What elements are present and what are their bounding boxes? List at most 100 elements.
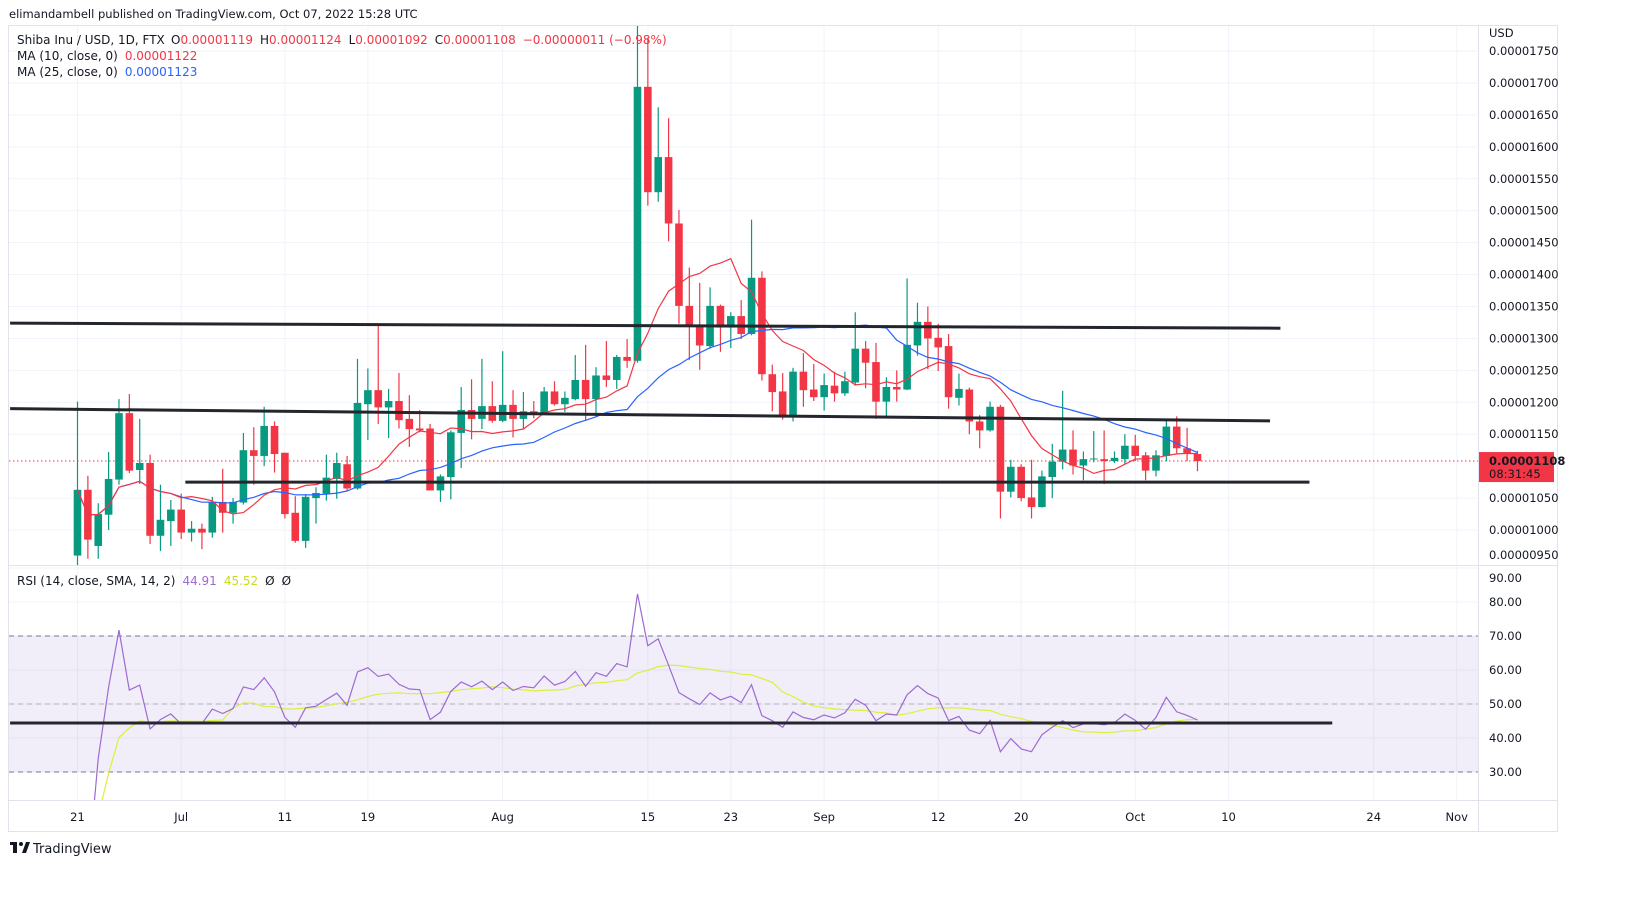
candle[interactable] [332, 452, 341, 499]
candle[interactable] [239, 432, 248, 505]
trend-lines[interactable] [10, 321, 1310, 484]
resistance-line-upper[interactable] [10, 321, 1281, 330]
candle[interactable] [301, 494, 310, 548]
candle[interactable] [291, 496, 300, 543]
candle[interactable] [353, 358, 362, 490]
candle[interactable] [830, 371, 839, 402]
candle[interactable] [457, 386, 465, 469]
candle[interactable] [177, 493, 185, 539]
candle[interactable] [426, 424, 434, 491]
candle[interactable] [1007, 459, 1015, 498]
rsi-axis[interactable]: 90.00 80.00 70.00 60.00 50.00 40.00 30.00 [1489, 571, 1522, 779]
candle[interactable] [135, 418, 144, 485]
candle[interactable] [1069, 430, 1077, 475]
rsi-legend[interactable]: RSI (14, close, SMA, 14, 2) 44.91 45.52 Ø Ø [17, 574, 291, 588]
candle[interactable] [664, 118, 673, 242]
ma10-legend[interactable]: MA (10, close, 0) 0.00001122 [17, 49, 197, 63]
candle[interactable] [94, 503, 103, 559]
candle[interactable] [1089, 431, 1098, 463]
candle[interactable] [581, 344, 590, 421]
candle[interactable] [364, 368, 372, 440]
candle[interactable] [675, 210, 683, 324]
candle[interactable] [405, 395, 414, 448]
candle[interactable] [395, 372, 403, 429]
candle[interactable] [1100, 430, 1108, 485]
candle[interactable] [343, 455, 351, 492]
candle[interactable] [1121, 434, 1129, 464]
candle[interactable] [727, 312, 735, 349]
candle[interactable] [198, 523, 206, 550]
candle[interactable] [778, 372, 787, 420]
candle[interactable] [249, 427, 258, 485]
candle[interactable] [623, 339, 631, 368]
candle[interactable] [903, 278, 911, 391]
price-axis[interactable]: 0.00001750 0.00001700 0.00001650 0.00001600… [1489, 44, 1559, 562]
candle[interactable] [861, 340, 870, 389]
candle[interactable] [644, 37, 652, 206]
candle[interactable] [789, 367, 797, 422]
candle[interactable] [913, 302, 922, 356]
candle[interactable] [187, 521, 196, 542]
candle[interactable] [872, 342, 880, 419]
candle[interactable] [934, 323, 943, 372]
candle[interactable] [799, 353, 808, 407]
candle[interactable] [146, 454, 154, 545]
candle[interactable] [1193, 450, 1202, 472]
ma25-legend[interactable]: MA (25, close, 0) 0.00001123 [17, 65, 197, 79]
candle[interactable] [156, 484, 165, 552]
candle[interactable] [218, 468, 227, 533]
time-axis[interactable]: 21 Jul 11 19 Aug 15 23 Sep 12 20 Oct 10 24 Nov [70, 810, 1468, 824]
candle[interactable] [965, 387, 974, 435]
candle[interactable] [602, 340, 611, 387]
resistance-line-middle[interactable] [10, 407, 1271, 423]
candle[interactable] [1152, 450, 1160, 477]
candle[interactable] [73, 401, 82, 575]
candle[interactable] [1131, 434, 1140, 462]
candle[interactable] [592, 367, 600, 417]
candle[interactable] [1079, 451, 1088, 481]
candle[interactable] [747, 219, 756, 336]
candle[interactable] [167, 500, 175, 546]
candle[interactable] [312, 487, 320, 524]
candle[interactable] [322, 454, 331, 501]
candle[interactable] [1183, 427, 1191, 462]
candle[interactable] [768, 364, 777, 412]
candle[interactable] [685, 267, 694, 361]
candle[interactable] [1027, 459, 1036, 519]
candle[interactable] [1038, 470, 1046, 508]
candle[interactable] [944, 333, 953, 409]
candle[interactable] [270, 421, 279, 473]
candle[interactable] [447, 430, 455, 500]
candle[interactable] [208, 496, 217, 538]
candle[interactable] [529, 401, 538, 419]
candle[interactable] [540, 386, 548, 415]
candle[interactable] [1162, 419, 1171, 462]
candle[interactable] [851, 312, 860, 386]
candle[interactable] [809, 363, 818, 402]
candle[interactable] [654, 107, 663, 202]
candle[interactable] [550, 381, 559, 406]
candle[interactable] [281, 452, 289, 519]
candle[interactable] [955, 373, 963, 406]
candle[interactable] [1048, 443, 1057, 499]
candle[interactable] [571, 355, 580, 401]
candle[interactable] [841, 371, 849, 396]
candle[interactable] [820, 373, 828, 411]
candle[interactable] [104, 452, 113, 531]
candle[interactable] [1172, 416, 1181, 454]
candle[interactable] [1058, 390, 1067, 470]
candle[interactable] [975, 415, 984, 449]
candle[interactable] [1141, 452, 1150, 481]
candle[interactable] [115, 399, 123, 485]
candle[interactable] [1110, 451, 1119, 463]
tradingview-logo[interactable]: TradingView [10, 842, 112, 857]
candle[interactable] [612, 355, 621, 389]
candle[interactable] [125, 393, 134, 474]
candle[interactable] [924, 306, 932, 370]
candle[interactable] [882, 377, 891, 418]
candle[interactable] [374, 325, 383, 425]
candle[interactable] [892, 370, 901, 402]
candle[interactable] [260, 406, 268, 467]
candle[interactable] [996, 404, 1005, 519]
